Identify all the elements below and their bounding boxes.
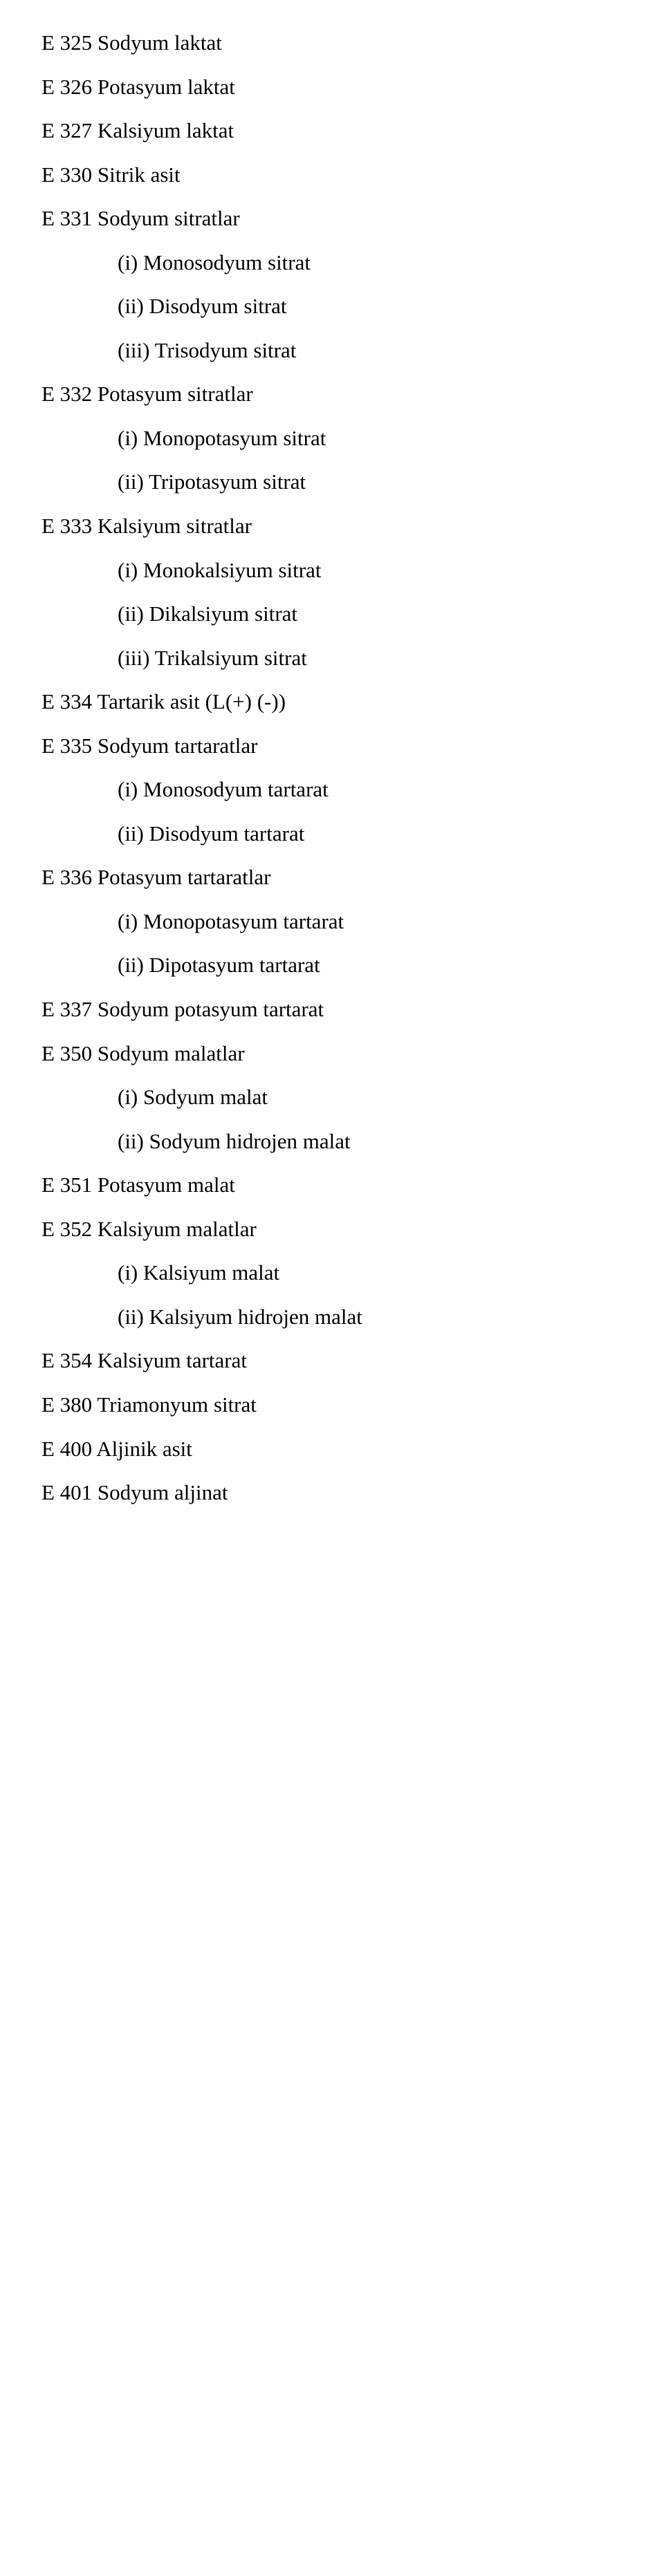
sub-item: (i) Monopotasyum sitrat (42, 416, 664, 460)
list-item: E 325 Sodyum laktat (42, 21, 664, 65)
sub-item: (ii) Dikalsiyum sitrat (42, 592, 664, 636)
sub-item: (i) Monokalsiyum sitrat (42, 548, 664, 592)
list-item: E 336 Potasyum tartaratlar (42, 855, 664, 899)
list-item: E 354 Kalsiyum tartarat (42, 1338, 664, 1383)
sub-item: (i) Kalsiyum malat (42, 1251, 664, 1295)
sub-item: (iii) Trisodyum sitrat (42, 328, 664, 373)
list-item: E 351 Potasyum malat (42, 1163, 664, 1207)
sub-item: (i) Monosodyum sitrat (42, 241, 664, 285)
sub-item: (iii) Trikalsiyum sitrat (42, 636, 664, 680)
sub-item: (ii) Disodyum tartarat (42, 812, 664, 856)
list-item: E 327 Kalsiyum laktat (42, 109, 664, 153)
list-item: E 400 Aljinik asit (42, 1427, 664, 1471)
list-item: E 352 Kalsiyum malatlar (42, 1207, 664, 1251)
list-item: E 330 Sitrik asit (42, 153, 664, 197)
document-body: E 325 Sodyum laktatE 326 Potasyum laktat… (42, 21, 664, 1515)
sub-item: (ii) Kalsiyum hidrojen malat (42, 1295, 664, 1339)
sub-item: (ii) Sodyum hidrojen malat (42, 1119, 664, 1164)
sub-item: (i) Monopotasyum tartarat (42, 899, 664, 944)
sub-item: (i) Sodyum malat (42, 1075, 664, 1119)
list-item: E 337 Sodyum potasyum tartarat (42, 987, 664, 1032)
list-item: E 331 Sodyum sitratlar (42, 196, 664, 241)
list-item: E 332 Potasyum sitratlar (42, 372, 664, 416)
sub-item: (ii) Tripotasyum sitrat (42, 460, 664, 504)
list-item: E 380 Triamonyum sitrat (42, 1383, 664, 1427)
list-item: E 350 Sodyum malatlar (42, 1032, 664, 1076)
list-item: E 334 Tartarik asit (L(+) (-)) (42, 680, 664, 724)
sub-item: (i) Monosodyum tartarat (42, 767, 664, 812)
list-item: E 326 Potasyum laktat (42, 65, 664, 109)
list-item: E 335 Sodyum tartaratlar (42, 724, 664, 768)
sub-item: (ii) Dipotasyum tartarat (42, 943, 664, 987)
list-item: E 401 Sodyum aljinat (42, 1471, 664, 1515)
sub-item: (ii) Disodyum sitrat (42, 284, 664, 328)
list-item: E 333 Kalsiyum sitratlar (42, 504, 664, 548)
